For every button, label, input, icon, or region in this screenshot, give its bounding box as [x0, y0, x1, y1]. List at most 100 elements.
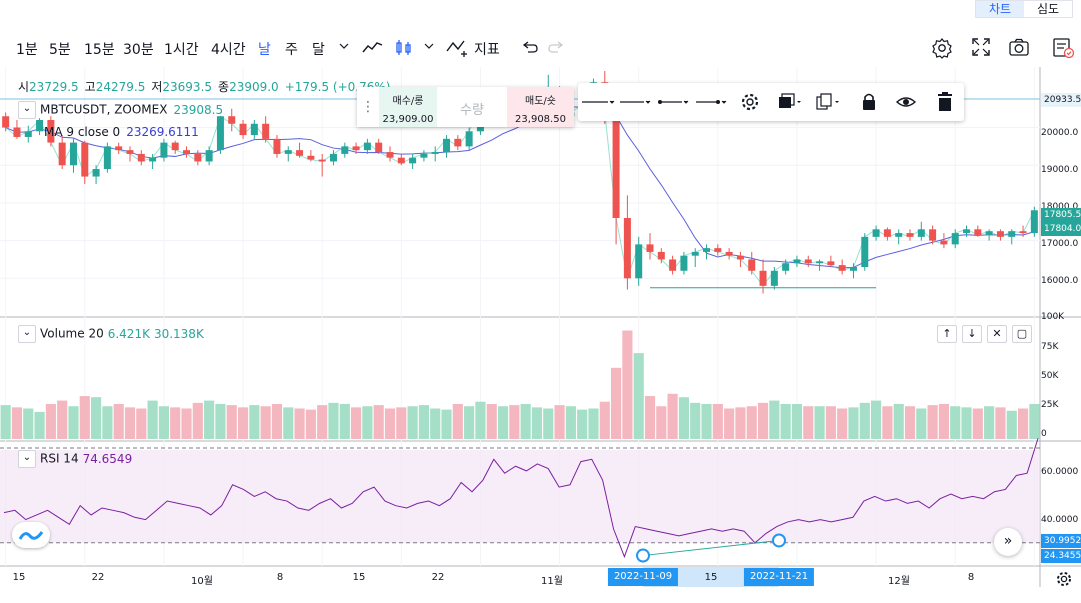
volume-bar — [848, 407, 859, 439]
line-chart-icon[interactable] — [362, 38, 384, 59]
timeframe-15m[interactable]: 15분 — [84, 42, 115, 58]
volume-bar — [950, 406, 961, 439]
volume-bar — [45, 403, 56, 439]
volume-bar — [837, 408, 848, 439]
main-legend-collapse-button[interactable]: ⌄ — [18, 101, 36, 119]
ma-legend[interactable]: MA 9 close 0 23269.6111 — [44, 125, 199, 139]
volume-bar — [192, 402, 203, 439]
volume-bar — [724, 408, 735, 439]
volume-tick-25k: 25K — [1041, 400, 1059, 410]
redo-icon[interactable] — [548, 38, 566, 59]
pane-move-up-button[interactable]: ↑ — [937, 325, 957, 343]
candle-body — [409, 157, 417, 164]
pane-close-button[interactable]: ✕ — [987, 325, 1007, 343]
high-value: 24279.5 — [95, 80, 146, 94]
volume-bar — [611, 367, 622, 439]
candle-body — [996, 231, 1004, 237]
volume-bar — [543, 408, 554, 439]
volume-bar — [769, 400, 780, 439]
tab-chart[interactable]: 차트 — [976, 1, 1024, 17]
candle-body — [160, 142, 168, 158]
layout-manage-icon[interactable] — [1052, 37, 1076, 62]
indicators-button[interactable]: 지표 — [474, 42, 500, 58]
candle-body — [770, 270, 778, 286]
ma-value: 23269.6111 — [126, 125, 199, 139]
axis-settings-gear-icon[interactable] — [1055, 570, 1073, 591]
buy-price: 23,909.00 — [382, 114, 434, 125]
quantity-input[interactable]: 수량 — [460, 103, 484, 118]
volume-legend-collapse-button[interactable]: ⌄ — [18, 325, 36, 343]
volume-bar — [384, 408, 396, 439]
drawing-settings-gear-icon[interactable] — [739, 91, 761, 116]
timeframe-4h[interactable]: 4시간 — [211, 42, 246, 58]
delete-trash-icon[interactable] — [935, 91, 955, 116]
volume-label: Volume 20 — [40, 326, 104, 341]
volume-bar — [91, 397, 102, 439]
sell-short-button[interactable]: 매도/숏 23,908.50 — [507, 87, 574, 127]
tab-depth[interactable]: 심도 — [1024, 1, 1072, 17]
undo-icon[interactable] — [520, 38, 538, 59]
line-right-end-icon[interactable] — [694, 92, 728, 115]
timeframe-week[interactable]: 주 — [285, 42, 298, 58]
candle-body — [194, 153, 202, 162]
close-value: 23909.0 — [229, 80, 279, 94]
symbol-legend: ⌄ MBTCUSDT, ZOOMEX 23908.5 — [18, 101, 223, 119]
candlestick-icon[interactable] — [394, 38, 414, 61]
candle-body — [906, 233, 914, 237]
lock-icon[interactable] — [859, 91, 879, 116]
timeframe-month[interactable]: 달 — [312, 42, 325, 58]
candle-body — [126, 150, 134, 154]
chart-type-chevron-icon[interactable] — [423, 40, 435, 55]
line-left-end-icon[interactable] — [656, 92, 690, 115]
line-style-solid-icon[interactable] — [582, 92, 616, 115]
candle-body — [329, 153, 337, 162]
candle-body — [454, 138, 462, 147]
rsi-line-anchor-end — [772, 533, 786, 548]
volume-bar — [23, 408, 34, 439]
volume-tick-75k: 75K — [1041, 342, 1059, 352]
volume-bar — [237, 407, 249, 439]
candle-body — [951, 233, 959, 245]
timeframe-1m[interactable]: 1분 — [16, 42, 38, 58]
pane-maximize-button[interactable]: ▢ — [1012, 325, 1032, 343]
candle-body — [917, 229, 925, 237]
timeframe-5m[interactable]: 5분 — [49, 42, 71, 58]
visibility-eye-icon[interactable] — [895, 91, 917, 116]
timeframe-30m[interactable]: 30분 — [123, 42, 154, 58]
price-tick-16000: 16000.0 — [1041, 276, 1079, 286]
timeframe-dropdown-chevron-icon[interactable] — [338, 40, 350, 55]
settings-gear-icon[interactable] — [931, 37, 953, 62]
indicators-icon[interactable] — [446, 38, 470, 61]
price-tick-18000: 18000.0 — [1041, 202, 1079, 212]
candle-body — [183, 150, 191, 154]
chart-canvas[interactable] — [0, 67, 1081, 587]
tradingview-logo-icon[interactable] — [12, 522, 50, 548]
volume-tick-50k: 50K — [1041, 371, 1059, 381]
timeframe-day[interactable]: 날 — [258, 42, 271, 58]
fullscreen-icon[interactable] — [971, 37, 991, 60]
time-label: 22 — [91, 572, 105, 583]
camera-icon[interactable] — [1008, 37, 1030, 60]
candle-body — [47, 120, 55, 143]
chart-area[interactable]: 시23729.5 고24279.5 저23693.5 종23909.0 +179.5 (… — [0, 67, 1081, 587]
candle-body — [816, 261, 824, 264]
rsi-band — [0, 450, 1040, 543]
candle-body — [149, 157, 157, 162]
volume-bar — [283, 407, 294, 439]
pane-move-down-button[interactable]: ↓ — [962, 325, 982, 343]
drawing-color-fill-icon[interactable] — [775, 91, 803, 116]
volume-bar — [633, 353, 644, 439]
scroll-to-realtime-button[interactable]: » — [994, 528, 1022, 556]
line-width-icon[interactable] — [618, 92, 652, 115]
volume-bar — [735, 407, 746, 439]
rsi-legend-collapse-button[interactable]: ⌄ — [18, 450, 36, 468]
drag-handle-icon[interactable]: ⋮ — [361, 99, 375, 115]
buy-long-button[interactable]: 매수/롱 23,909.00 — [379, 87, 437, 127]
time-label: 12월 — [888, 576, 910, 587]
clone-icon[interactable] — [814, 91, 842, 116]
time-label: 15 — [352, 572, 366, 583]
symbol-price: 23908.5 — [173, 102, 224, 117]
timeframe-1h[interactable]: 1시간 — [164, 42, 199, 58]
volume-bar — [34, 411, 45, 439]
volume-bar — [136, 408, 147, 439]
